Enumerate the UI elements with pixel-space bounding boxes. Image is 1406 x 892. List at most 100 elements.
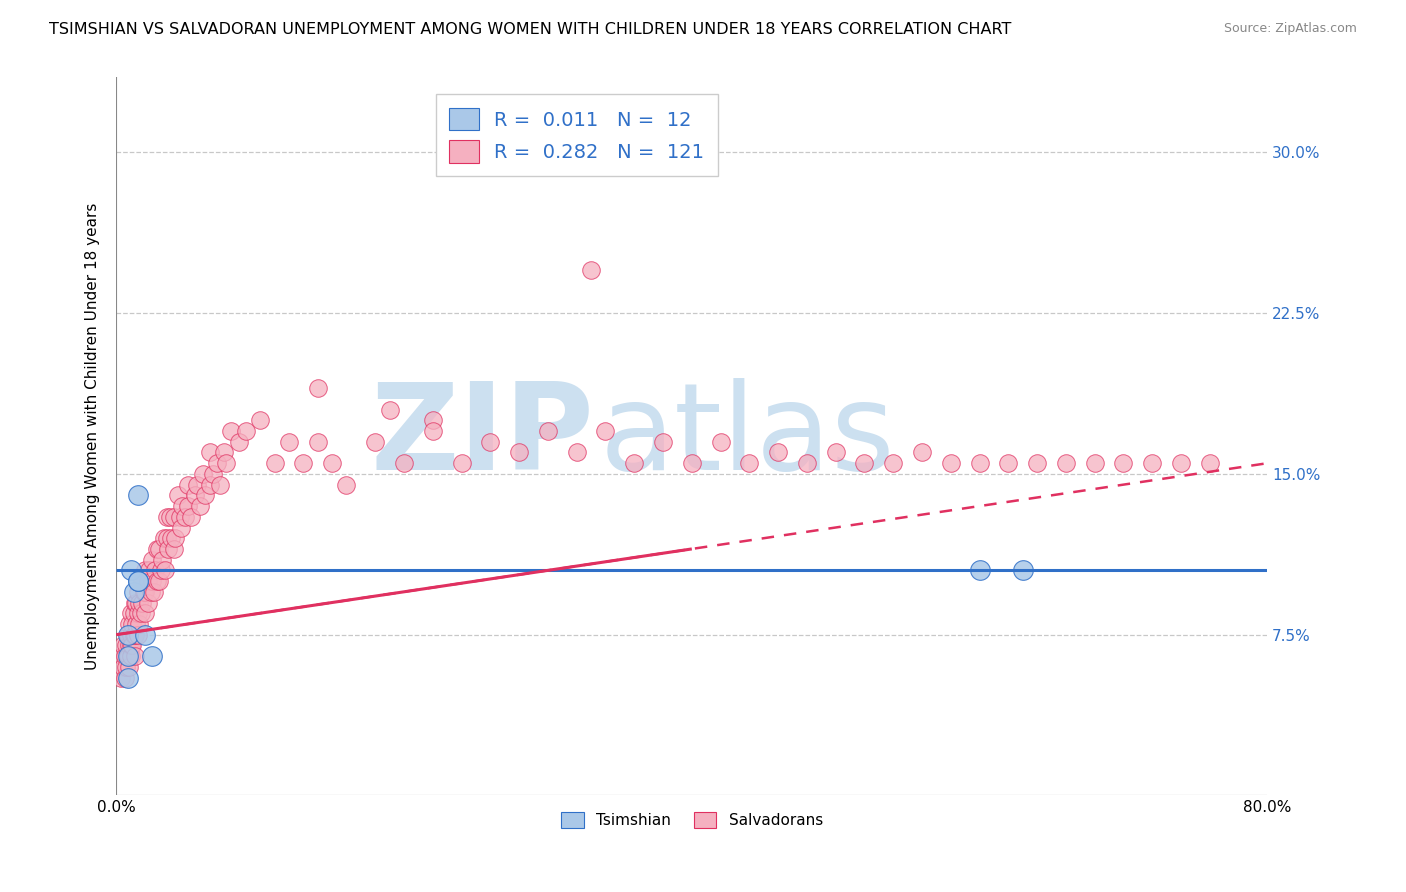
Point xyxy=(117,671,139,685)
Point xyxy=(796,456,818,470)
Point xyxy=(1026,456,1049,470)
Point xyxy=(122,606,145,620)
Point xyxy=(997,456,1019,470)
Point xyxy=(128,595,150,609)
Point xyxy=(853,456,876,470)
Point xyxy=(186,477,208,491)
Point xyxy=(141,574,163,588)
Point xyxy=(157,541,180,556)
Point xyxy=(134,563,156,577)
Point xyxy=(208,477,231,491)
Point xyxy=(118,616,141,631)
Point xyxy=(160,531,183,545)
Point xyxy=(118,660,141,674)
Point xyxy=(177,477,200,491)
Point xyxy=(307,434,329,449)
Point xyxy=(127,574,149,588)
Point xyxy=(115,660,138,674)
Point xyxy=(150,552,173,566)
Point xyxy=(198,477,221,491)
Point xyxy=(132,584,155,599)
Point xyxy=(141,649,163,664)
Point xyxy=(120,639,142,653)
Point xyxy=(112,639,135,653)
Point xyxy=(131,574,153,588)
Point xyxy=(127,574,149,588)
Point xyxy=(156,509,179,524)
Point xyxy=(156,531,179,545)
Point xyxy=(263,456,285,470)
Point xyxy=(153,563,176,577)
Point xyxy=(141,552,163,566)
Point xyxy=(120,563,142,577)
Point xyxy=(228,434,250,449)
Point xyxy=(148,541,170,556)
Point xyxy=(1198,456,1220,470)
Point xyxy=(120,606,142,620)
Point xyxy=(125,616,148,631)
Point xyxy=(145,541,167,556)
Point xyxy=(205,456,228,470)
Point xyxy=(681,456,703,470)
Point xyxy=(122,584,145,599)
Point xyxy=(766,445,789,459)
Point xyxy=(120,649,142,664)
Point xyxy=(117,649,139,664)
Point xyxy=(128,616,150,631)
Point xyxy=(114,671,136,685)
Point xyxy=(623,456,645,470)
Point xyxy=(292,456,315,470)
Point xyxy=(508,445,530,459)
Point xyxy=(122,628,145,642)
Point xyxy=(201,467,224,481)
Point xyxy=(167,488,190,502)
Point xyxy=(149,563,172,577)
Point xyxy=(450,456,472,470)
Point xyxy=(249,413,271,427)
Point xyxy=(198,445,221,459)
Point xyxy=(112,660,135,674)
Point xyxy=(824,445,846,459)
Point xyxy=(194,488,217,502)
Point xyxy=(191,467,214,481)
Point xyxy=(882,456,904,470)
Point xyxy=(738,456,761,470)
Point xyxy=(170,520,193,534)
Point xyxy=(652,434,675,449)
Text: Source: ZipAtlas.com: Source: ZipAtlas.com xyxy=(1223,22,1357,36)
Point xyxy=(378,402,401,417)
Point xyxy=(152,531,174,545)
Point xyxy=(479,434,502,449)
Point xyxy=(321,456,343,470)
Point xyxy=(121,639,143,653)
Point xyxy=(1170,456,1192,470)
Point xyxy=(120,628,142,642)
Point xyxy=(163,541,186,556)
Point xyxy=(115,639,138,653)
Point xyxy=(335,477,357,491)
Point xyxy=(422,424,444,438)
Point xyxy=(710,434,733,449)
Point xyxy=(124,628,146,642)
Point xyxy=(235,424,257,438)
Point xyxy=(307,381,329,395)
Point xyxy=(117,628,139,642)
Point xyxy=(212,445,235,459)
Point xyxy=(110,671,132,685)
Point xyxy=(392,456,415,470)
Point xyxy=(221,424,243,438)
Point xyxy=(148,574,170,588)
Point xyxy=(969,456,991,470)
Point xyxy=(127,628,149,642)
Legend: Tsimshian, Salvadorans: Tsimshian, Salvadorans xyxy=(554,806,830,834)
Point xyxy=(139,584,162,599)
Point xyxy=(537,424,560,438)
Point xyxy=(127,488,149,502)
Point xyxy=(159,509,181,524)
Point xyxy=(595,424,617,438)
Point xyxy=(1054,456,1077,470)
Point xyxy=(117,649,139,664)
Point xyxy=(163,509,186,524)
Point xyxy=(134,628,156,642)
Point xyxy=(180,509,202,524)
